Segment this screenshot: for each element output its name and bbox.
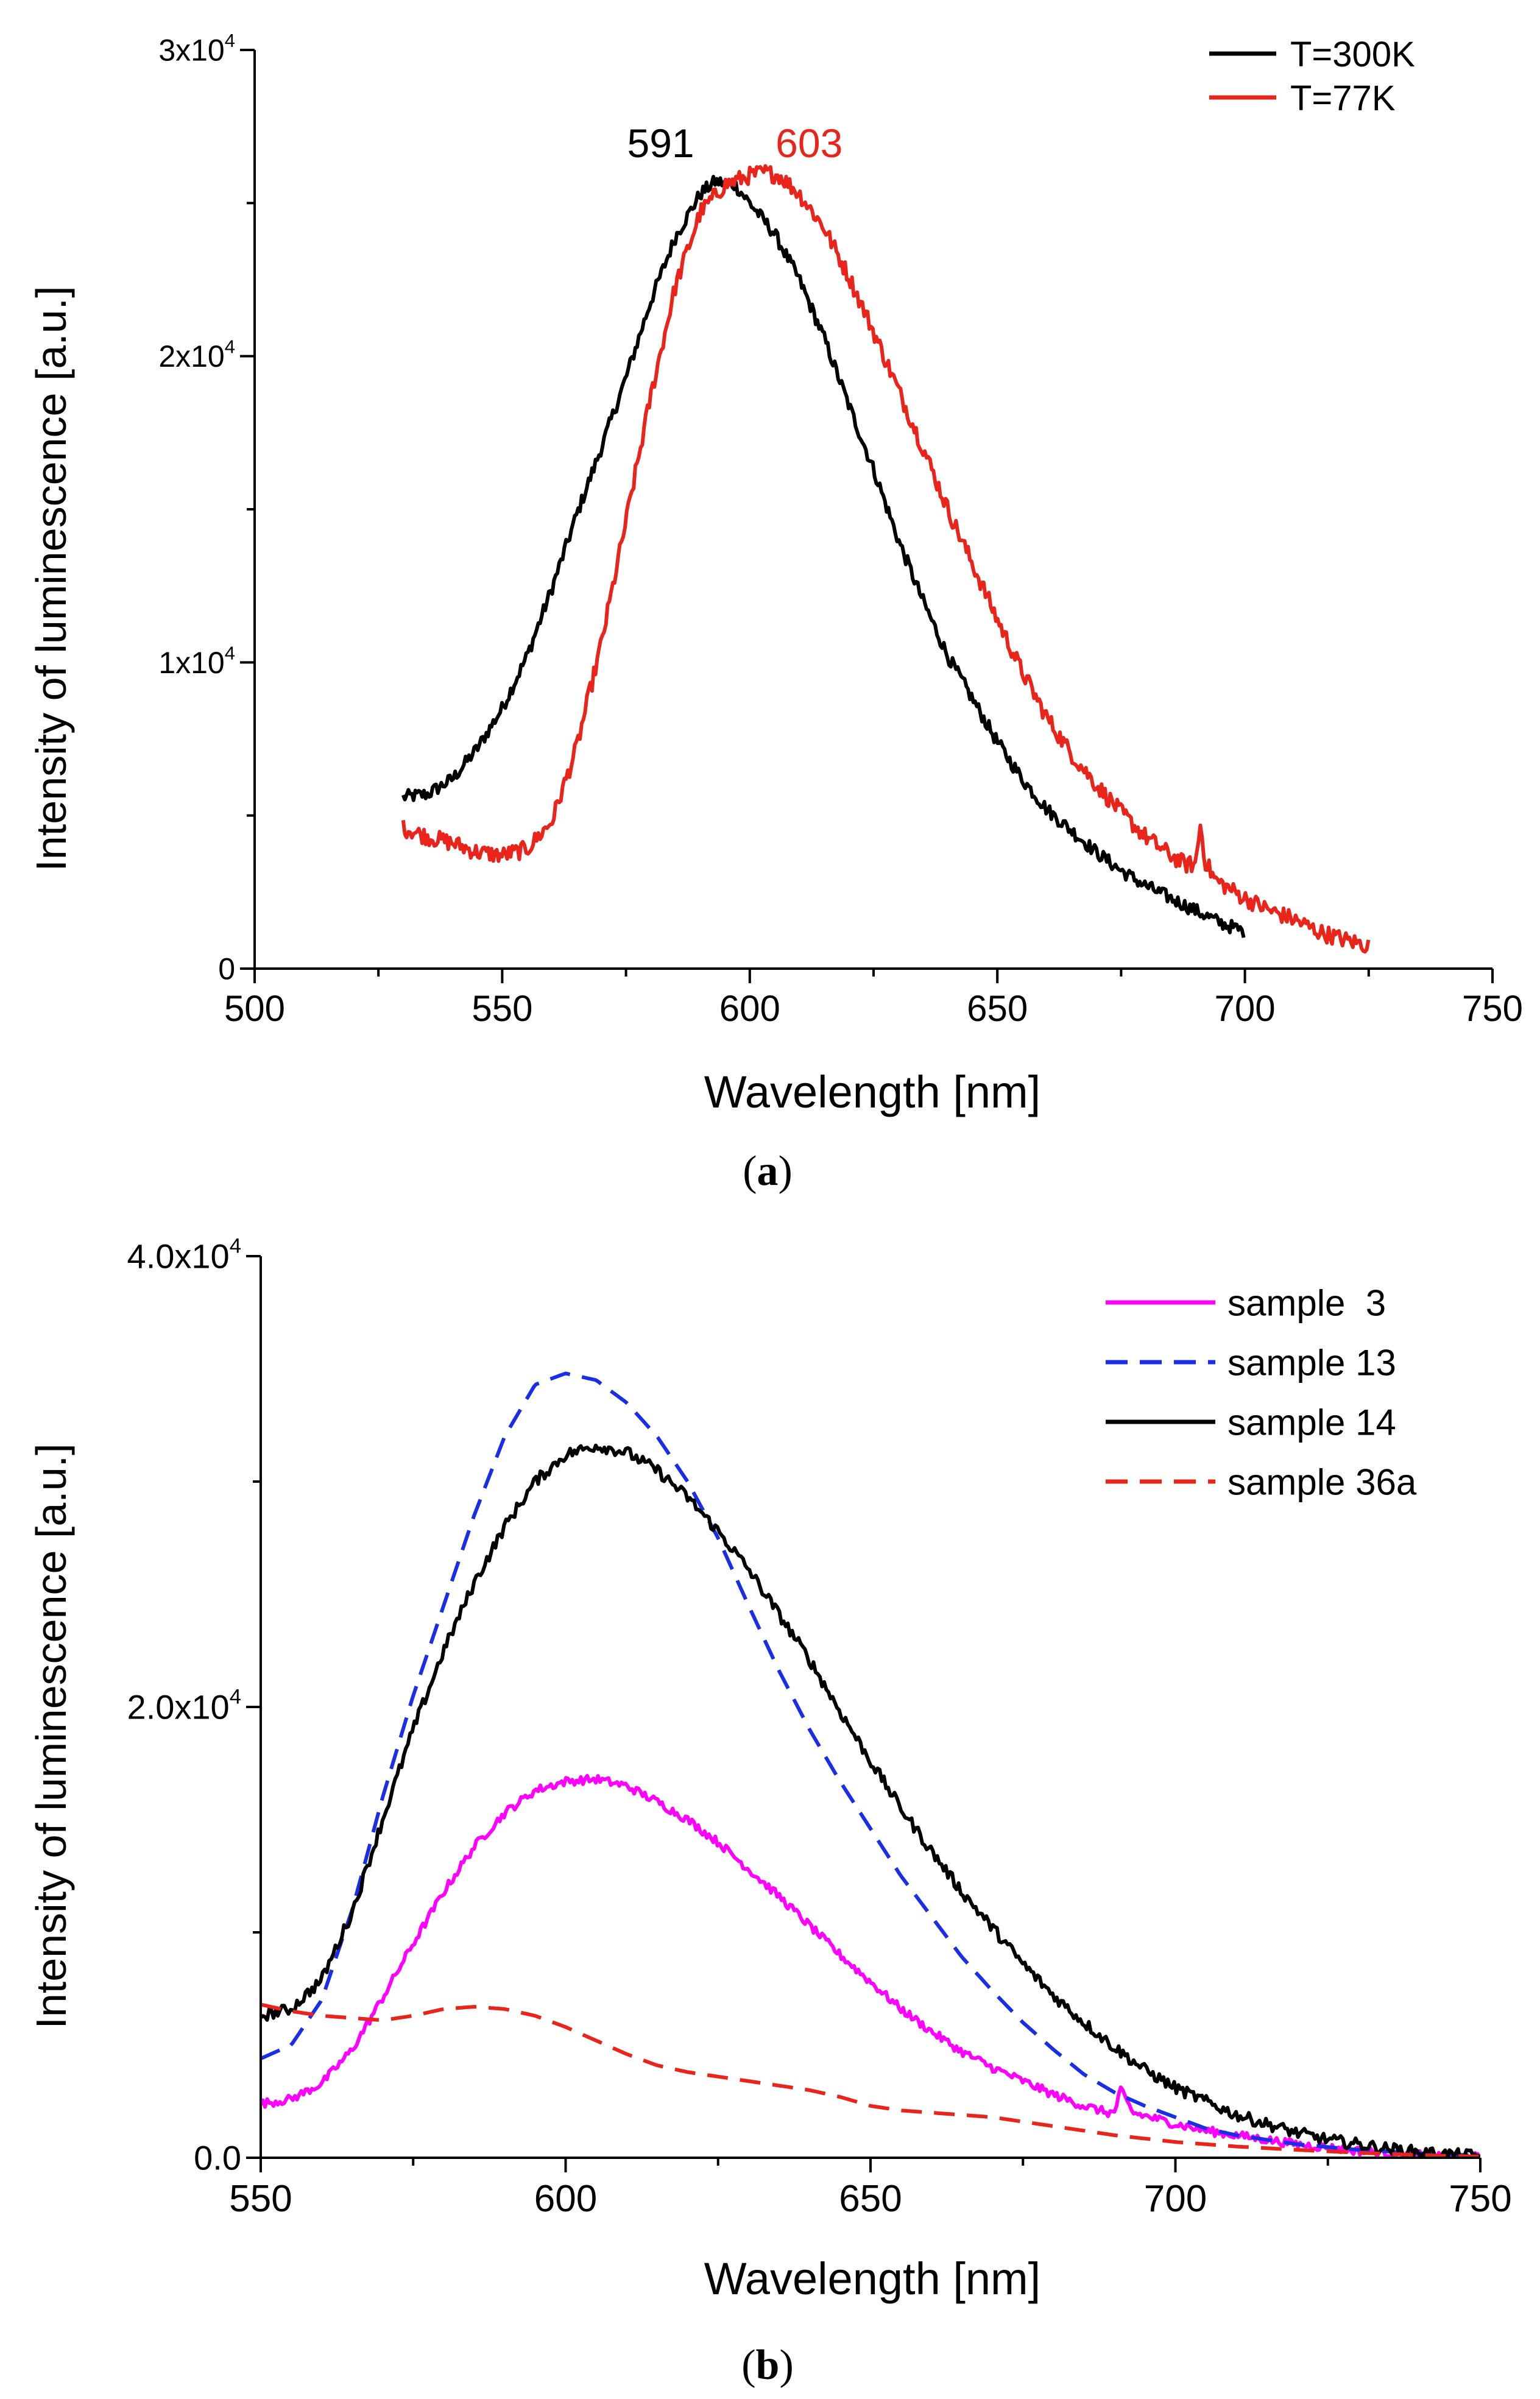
panel-b-series-line-3: [261, 1443, 1480, 2158]
panel-b-axis-frame: [260, 1256, 1480, 2159]
panel-a-legend-label: T=300K: [1290, 35, 1415, 74]
panel-b-y-tick-label: 4.0x104: [127, 1234, 241, 1275]
panel-b-y-tick-label: 2.0x104: [127, 1685, 241, 1726]
panel-b-legend-label: sample 14: [1227, 1402, 1396, 1443]
panel-a-series-line-1: [401, 175, 1246, 938]
panel-a-x-tick-label: 500: [224, 988, 285, 1029]
panel-b-legend: sample 3 sample 13 sample 14 sample 36a: [1106, 1283, 1417, 1503]
panel-b-y-tick-label: 0.0: [194, 2139, 241, 2177]
panel-b-x-tick-label: 600: [534, 2178, 597, 2220]
panel-a-plot-area: [401, 164, 1371, 954]
panel-b-legend-label: sample 13: [1227, 1343, 1396, 1383]
panel-a-x-tick-label: 550: [472, 988, 532, 1029]
panel-a-chart: 500 550 600 650 700 750 0 1x104 2x104 3x104 591 603…: [27, 30, 1523, 1195]
panel-a-axes: 500 550 600 650 700 750 0 1x104 2x104 3x104 591 603: [158, 30, 1523, 1029]
panel-a-y-tick-label: 0: [218, 952, 235, 986]
panel-a-x-tick-label: 700: [1215, 988, 1276, 1029]
panel-a-y-tick-label: 3x104: [158, 30, 235, 68]
panel-b-series-line-4: [261, 2002, 1480, 2158]
panel-a-x-tick-label: 750: [1462, 988, 1523, 1029]
panel-b-x-tick-label: 750: [1449, 2178, 1511, 2220]
panel-b-x-tick-label: 700: [1144, 2178, 1207, 2220]
panel-b-legend-label: sample 36a: [1227, 1462, 1417, 1503]
panel-b-chart: 550 600 650 700 750 0.0 2.0x104 4.0x104 Wavelen…: [27, 1234, 1512, 2389]
panel-b-label: (b): [741, 2342, 794, 2389]
panel-b-y-axis-title: Intensity of luminescence [a.u.]: [27, 1443, 75, 2029]
panel-a-x-tick-label: 600: [719, 988, 780, 1029]
panel-a-x-tick-label: 650: [967, 988, 1028, 1029]
panel-a-y-axis-title: Intensity of luminescence [a.u.]: [27, 286, 75, 871]
panel-b-series-line-1: [261, 1773, 1480, 2158]
panel-a-x-axis-title: Wavelength [nm]: [704, 1067, 1041, 1117]
panel-b-x-tick-label: 550: [229, 2178, 292, 2220]
panel-a-series-line-2: [401, 164, 1371, 954]
panel-b-plot-area: [261, 1371, 1480, 2158]
panel-a-peak-label: 591: [627, 121, 694, 166]
panel-b-legend-label: sample 3: [1227, 1283, 1386, 1324]
panel-a-legend-label: T=77K: [1290, 79, 1396, 118]
panel-a-legend: T=300K T=77K: [1209, 35, 1415, 118]
panel-b-x-tick-label: 650: [839, 2178, 902, 2220]
panel-b-axes: 550 600 650 700 750 0.0 2.0x104 4.0x104: [127, 1234, 1512, 2220]
panel-a-y-tick-label: 2x104: [158, 336, 235, 374]
panel-b-series-line-2: [261, 1371, 1480, 2158]
panel-a-peak-label: 603: [775, 121, 842, 166]
panel-a-label: (a): [743, 1148, 793, 1195]
panel-b-x-axis-title: Wavelength [nm]: [704, 2253, 1041, 2304]
panel-a-y-tick-label: 1x104: [158, 642, 235, 680]
